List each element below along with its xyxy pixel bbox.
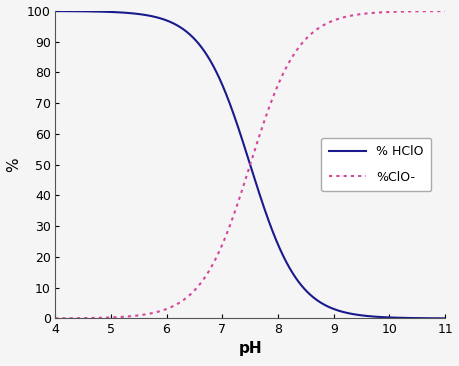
% HClO [431, 316, 437, 321]
% HClO [72, 9, 78, 14]
X-axis label: pH: pH [238, 341, 262, 356]
%ClO- [431, 9, 437, 13]
% HClO [232, 114, 237, 119]
%ClO- [359, 12, 365, 16]
%ClO- [52, 316, 58, 321]
% HClO [431, 316, 437, 321]
%ClO- [232, 211, 237, 215]
Y-axis label: %: % [6, 157, 22, 172]
%ClO- [442, 9, 448, 13]
Line: % HClO: % HClO [55, 11, 445, 318]
Line: %ClO-: %ClO- [55, 11, 445, 318]
% HClO [359, 313, 365, 318]
%ClO- [242, 179, 247, 184]
% HClO [52, 9, 58, 13]
% HClO [242, 146, 247, 150]
%ClO- [72, 316, 78, 320]
%ClO- [431, 9, 437, 13]
Legend: % HClO, %ClO-: % HClO, %ClO- [321, 138, 431, 191]
% HClO [442, 316, 448, 321]
